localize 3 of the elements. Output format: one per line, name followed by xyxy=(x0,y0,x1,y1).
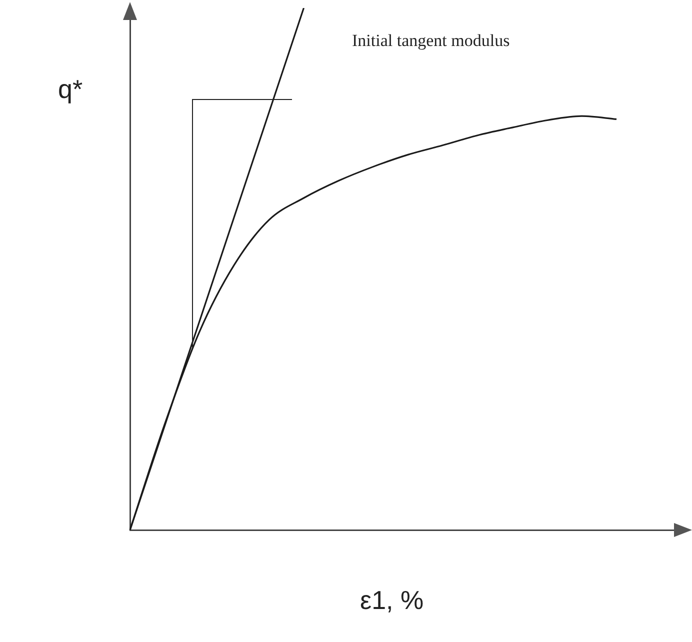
x-axis-title: ε1, % xyxy=(360,585,424,616)
y-axis-title: q* xyxy=(58,74,83,105)
annotation: Initial tangent modulus xyxy=(352,31,510,50)
